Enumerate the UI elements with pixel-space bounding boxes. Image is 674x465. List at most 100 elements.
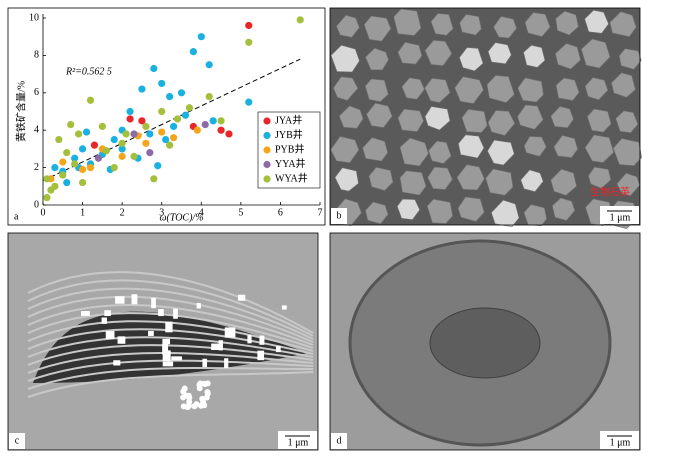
pyrite-crystal [196,302,201,309]
framboid [186,398,193,405]
framboid-cluster [429,307,541,379]
data-point [142,122,150,131]
quartz-grain [458,47,484,72]
data-point [94,154,102,162]
quartz-grain [586,108,612,133]
x-tick-label: 0 [41,207,46,218]
pyrite-crystal [259,335,265,345]
legend-marker [263,146,271,154]
quartz-grain [517,104,544,130]
data-point [185,104,194,112]
y-axis-label: 黄铁矿含量/% [14,81,27,142]
quartz-grain [363,15,392,42]
data-point [130,130,138,138]
y-tick-label: 8 [34,50,39,61]
clay-flake [27,359,314,382]
quartz-grain [523,44,546,68]
data-point [217,126,225,134]
quartz-grain [457,196,485,222]
data-point [173,115,182,123]
data-point [78,145,87,153]
data-point [86,96,95,104]
quartz-grain [397,41,423,65]
pyrite-crystal [257,350,265,361]
data-point [55,135,63,144]
pyrite-crystal [162,338,171,345]
y-tick-label: 4 [34,124,39,135]
legend-marker [263,160,271,169]
quartz-grain [424,106,451,131]
data-point [142,139,150,147]
pyrite-crystal [237,294,246,301]
scale-label: 1 μm [288,437,309,448]
data-point [78,178,87,187]
data-point [130,152,138,160]
sem-image-d: d 1 μm [329,232,641,451]
x-tick-label: 1 [80,207,85,218]
data-point [138,117,146,125]
data-point [193,126,201,134]
pyrite-crystal [202,358,208,368]
quartz-grain [524,12,551,37]
label-box [9,433,25,449]
quartz-grain [486,75,515,103]
sem-image-c: c 1 μm [7,232,319,451]
data-point [177,89,186,97]
data-point [122,130,130,138]
legend-marker [263,117,271,125]
pyrite-crystal [158,309,164,317]
x-tick-label: 3 [159,207,164,218]
legend-label: WYA井 [275,171,308,184]
quartz-grain [553,135,579,158]
quartz-grain [458,134,485,159]
quartz-grain [424,40,453,66]
data-point [86,164,95,172]
data-point [166,141,174,149]
quartz-grain [612,138,642,166]
framboid [198,402,205,409]
data-point [82,128,91,136]
x-tick-label: 4 [199,207,204,218]
pyrite-crystal [165,321,173,333]
panel-label: d [337,435,342,446]
data-point [98,122,106,131]
quartz-grain [588,166,612,189]
framboid [201,380,208,387]
y-tick-label: 10 [29,12,39,23]
quartz-grain [454,76,484,104]
quartz-grain [330,136,360,164]
data-point [150,64,158,73]
quartz-grain [336,14,360,38]
data-point [59,171,67,179]
framboid [180,388,187,395]
pyrite-crystal [105,331,115,339]
quartz-grain [550,168,577,196]
quartz-grain [397,108,424,132]
pyrite-crystal [281,305,287,310]
quartz-grain [493,16,517,39]
quartz-grain [365,47,389,71]
data-point [138,85,146,93]
data-point [296,16,304,24]
data-point [201,120,209,129]
quartz-grain [551,197,576,221]
framboid [180,403,187,410]
legend-label: JYB井 [275,128,303,141]
clay-flake [27,295,314,343]
clay-flake [27,344,314,366]
clay-flake [27,371,314,398]
panel-frame [329,7,641,226]
quartz-grain [487,42,512,65]
pyrite-crystal [224,358,229,369]
legend-label: YYA井 [275,157,306,170]
data-point [110,164,118,172]
data-point [166,92,174,101]
pyrite-crystal [173,308,178,319]
legend-marker [263,175,271,183]
data-point [154,162,162,170]
x-tick-label: 6 [278,207,283,218]
quartz-grain [550,106,574,129]
pyrite-crystal [148,330,154,336]
clay-flake [27,336,314,358]
pyrite-crystal [171,356,182,361]
